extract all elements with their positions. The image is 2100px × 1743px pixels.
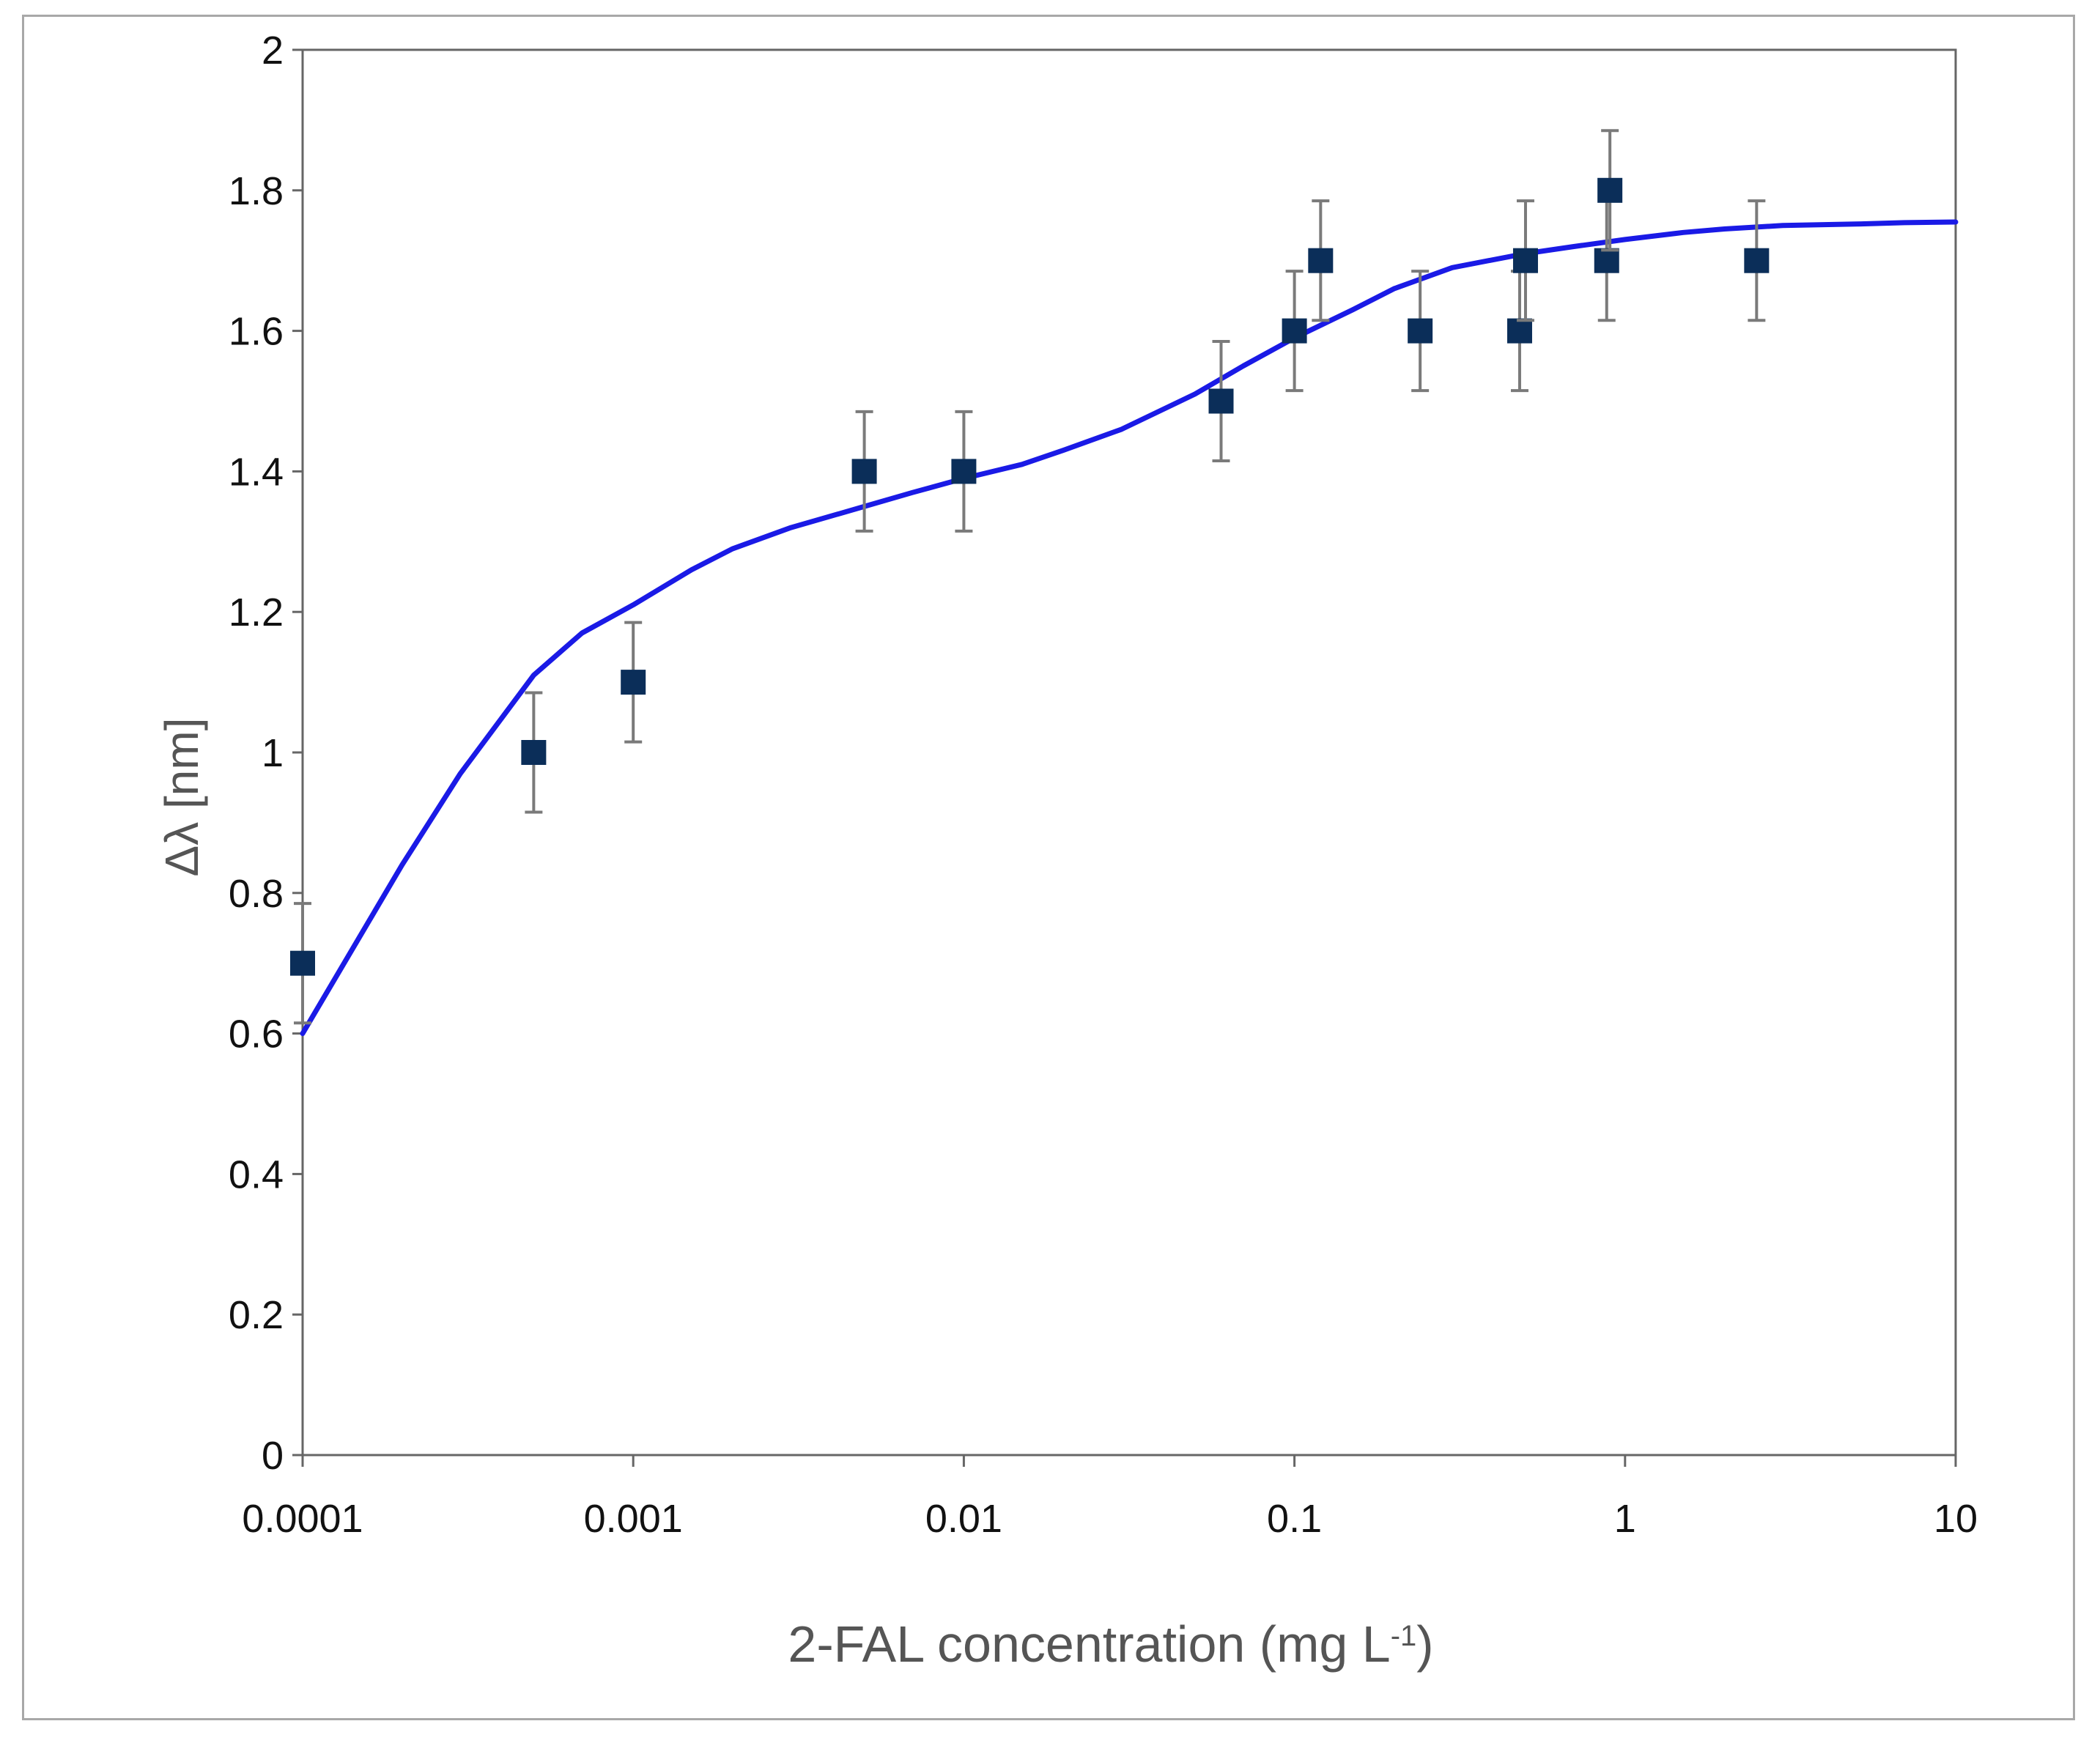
y-tick-label: 0.2 (229, 1293, 284, 1337)
data-point (1408, 270, 1433, 393)
data-point (621, 621, 646, 744)
y-tick-label: 0 (262, 1434, 284, 1478)
data-point-marker (1208, 388, 1234, 414)
chart-svg: 0.0001 0.001 0.01 0.1 1 10 0 0.2 0.4 0.6 0.8 1 1.2 1… (155, 29, 1978, 1673)
y-tick-label: 2 (262, 29, 284, 73)
x-axis: 0.0001 0.001 0.01 0.1 1 10 (242, 1455, 1978, 1541)
y-axis: 0 0.2 0.4 0.6 0.8 1 1.2 1.4 1.6 1.8 2 (229, 29, 303, 1478)
data-point-marker (1506, 318, 1532, 344)
y-tick-label: 0.6 (229, 1013, 284, 1056)
y-tick-label: 0.4 (229, 1152, 284, 1196)
data-point-marker (951, 459, 977, 484)
x-axis-title: 2-FAL concentration (mg L-1) (788, 1616, 1433, 1673)
figure-frame: 0.0001 0.001 0.01 0.1 1 10 0 0.2 0.4 0.6 0.8 1 1.2 1… (22, 15, 2075, 1720)
x-tick-label: 1 (1614, 1497, 1636, 1541)
y-axis-title: Δλ [nm] (155, 718, 208, 877)
data-point-marker (1308, 248, 1334, 273)
x-tick-label: 0.0001 (242, 1497, 363, 1541)
plot-area (301, 48, 1957, 1457)
data-point-marker (1744, 248, 1770, 273)
data-point (1506, 270, 1532, 393)
x-tick-label: 0.001 (584, 1497, 683, 1541)
y-tick-label: 1.8 (229, 169, 284, 213)
data-point-marker (621, 670, 646, 695)
data-point-marker (1597, 177, 1623, 203)
y-tick-label: 1.6 (229, 310, 284, 354)
data-point-marker (290, 950, 315, 976)
data-point-marker (1594, 248, 1619, 273)
data-point-marker (1282, 318, 1307, 344)
plot-border (301, 48, 1957, 1457)
data-point (1744, 199, 1770, 322)
y-tick-label: 0.8 (229, 872, 284, 916)
x-tick-label: 0.1 (1267, 1497, 1322, 1541)
data-point-marker (1408, 318, 1433, 344)
x-tick-label: 10 (1934, 1497, 1978, 1541)
data-point-marker (1512, 248, 1538, 273)
x-tick-label: 0.01 (925, 1497, 1002, 1541)
y-tick-label: 1.2 (229, 591, 284, 634)
data-point (1308, 199, 1334, 322)
data-point (1208, 339, 1234, 463)
y-tick-label: 1.4 (229, 450, 284, 494)
data-point (1597, 129, 1623, 252)
data-point (851, 410, 877, 533)
fit-curve-layer (300, 219, 1959, 1037)
fit-curve (300, 219, 1959, 1037)
data-point-marker (851, 459, 877, 484)
data-point (1512, 199, 1538, 322)
data-point (521, 691, 547, 814)
data-point (1594, 199, 1619, 322)
data-point (290, 902, 315, 1025)
data-point-marker (521, 740, 547, 765)
y-tick-label: 1 (262, 731, 284, 775)
data-points-layer (290, 129, 1770, 1025)
data-point (951, 410, 977, 533)
data-point (1282, 270, 1307, 393)
